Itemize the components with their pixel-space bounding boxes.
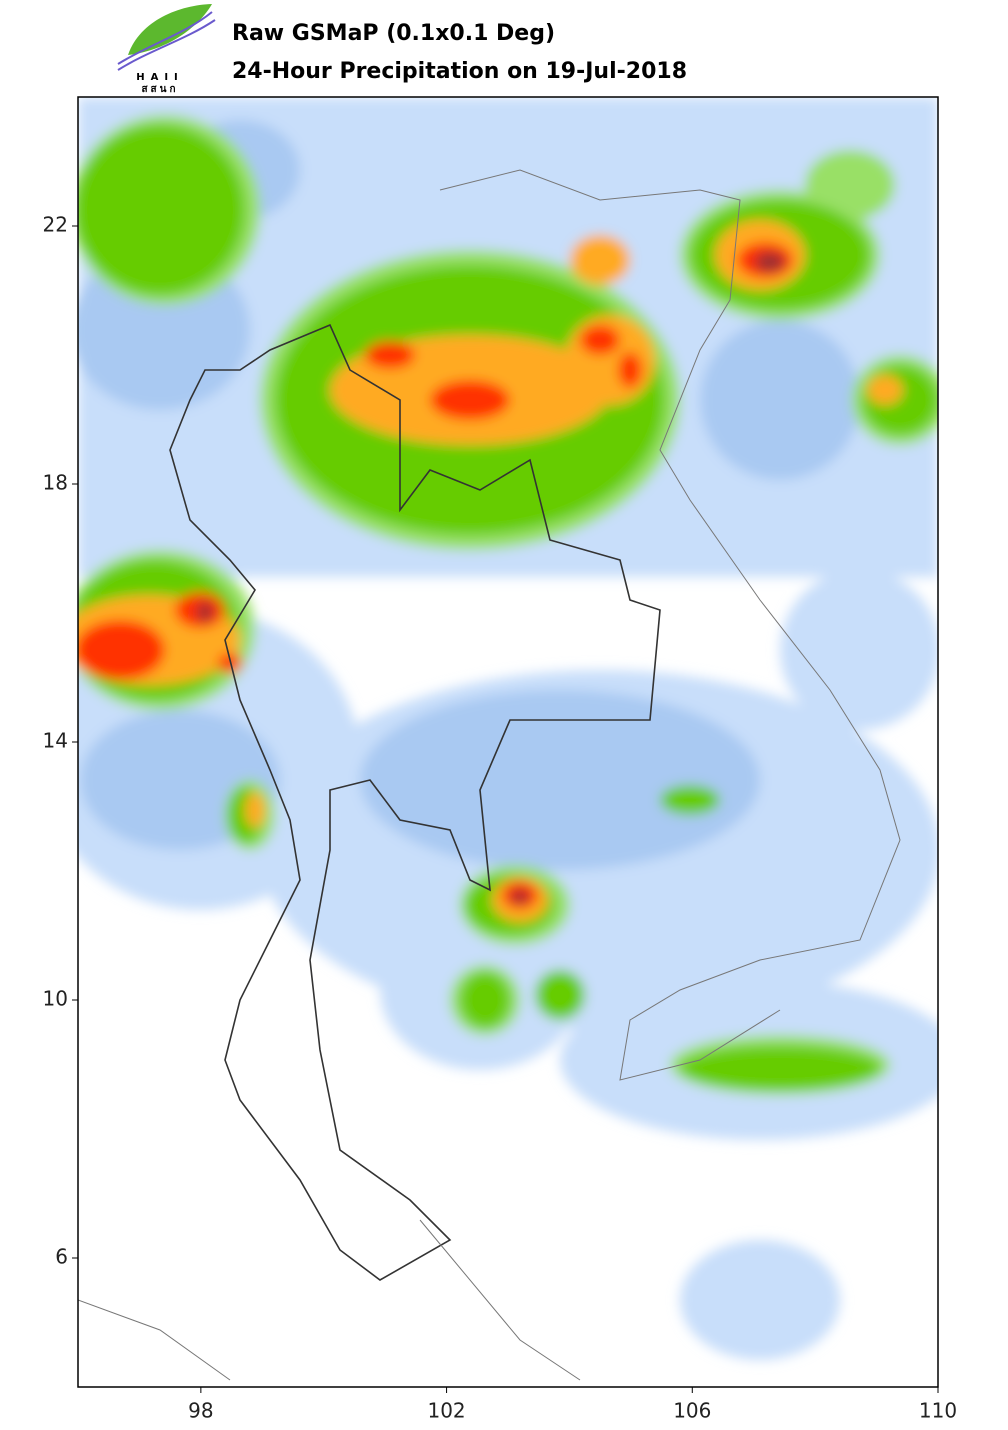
y-tick-label: 6 (55, 1245, 68, 1269)
borders (169, 323, 661, 1281)
y-tick-label: 14 (43, 729, 68, 753)
precipitation-field (78, 97, 938, 1387)
logo-text-thai: สสนก (141, 84, 178, 95)
x-tick-label: 98 (188, 1399, 213, 1423)
logo: HAII สสนก (117, 4, 216, 95)
subtitle: 24-Hour Precipitation on 19-Jul-2018 (232, 59, 687, 84)
title: Raw GSMaP (0.1x0.1 Deg) (232, 21, 555, 46)
coastline (78, 169, 901, 1381)
y-tick-label: 10 (43, 987, 68, 1011)
x-tick-label: 106 (673, 1399, 711, 1423)
y-tick-label: 22 (43, 213, 68, 237)
x-tick-label: 110 (919, 1399, 957, 1423)
y-tick-label: 18 (43, 471, 68, 495)
logo-text: HAII (136, 72, 184, 83)
x-tick-label: 102 (427, 1399, 465, 1423)
